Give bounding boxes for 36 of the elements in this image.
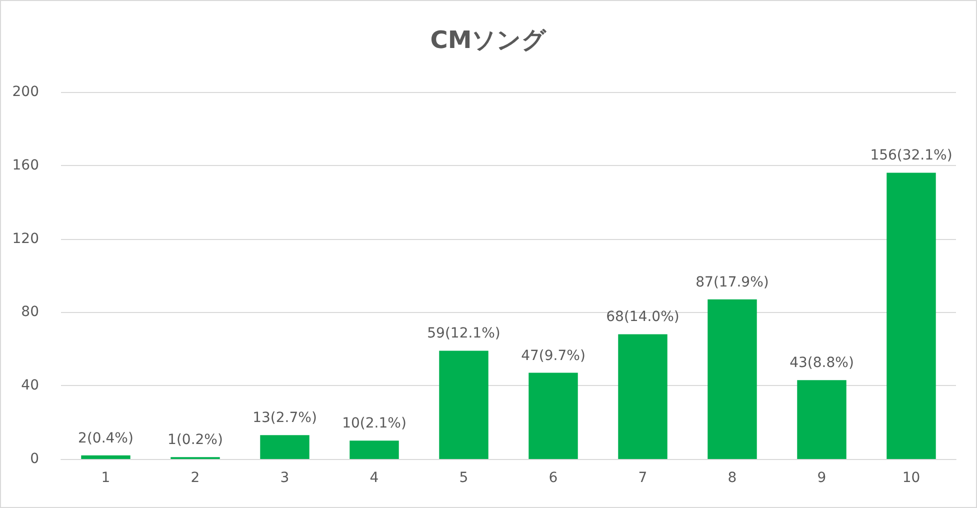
bar <box>797 380 846 459</box>
y-tick-label: 200 <box>12 84 39 100</box>
y-tick-label: 0 <box>30 451 39 467</box>
chart-title: CMソング <box>430 26 548 54</box>
bar <box>708 299 757 459</box>
y-tick-label: 120 <box>12 230 39 247</box>
data-label: 13(2.7%) <box>252 410 317 426</box>
x-tick-label: 6 <box>548 470 558 486</box>
x-tick-label: 3 <box>280 470 290 486</box>
bar <box>81 455 130 459</box>
data-label: 68(14.0%) <box>606 309 680 326</box>
data-label: 59(12.1%) <box>427 326 500 342</box>
x-tick-label: 7 <box>638 470 648 486</box>
bar <box>350 440 399 459</box>
bar <box>439 350 488 459</box>
bar <box>528 372 578 459</box>
y-tick-label: 80 <box>21 304 39 320</box>
x-tick-label: 5 <box>459 470 468 486</box>
data-label: 87(17.9%) <box>696 274 769 290</box>
bar <box>886 172 936 459</box>
x-tick-label: 4 <box>370 470 379 486</box>
data-label: 47(9.7%) <box>521 348 586 364</box>
y-tick-label: 40 <box>21 378 39 394</box>
x-tick-label: 9 <box>817 470 826 486</box>
x-tick-label: 1 <box>101 470 110 486</box>
data-label: 156(32.1%) <box>870 148 952 164</box>
data-label: 2(0.4%) <box>78 430 134 446</box>
x-tick-label: 8 <box>728 470 737 486</box>
y-tick-label: 160 <box>12 157 39 174</box>
data-label: 10(2.1%) <box>342 416 406 432</box>
data-label: 1(0.2%) <box>168 432 223 448</box>
bar <box>618 334 668 459</box>
x-tick-label: 10 <box>902 470 920 486</box>
data-label: 43(8.8%) <box>790 355 854 372</box>
x-tick-label: 2 <box>190 470 200 486</box>
bar <box>260 435 310 459</box>
